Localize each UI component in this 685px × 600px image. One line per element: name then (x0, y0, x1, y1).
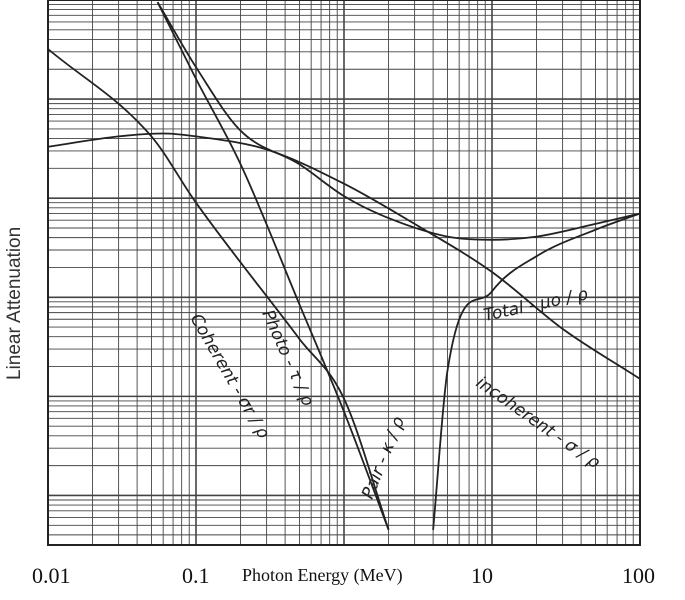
plot-frame (47, 0, 641, 546)
series-lines (47, 1, 641, 531)
series-line-total (156, 1, 641, 241)
series-line-pair (432, 212, 641, 530)
series-line-photo (156, 1, 390, 531)
x-tick-0.1: 0.1 (182, 563, 210, 588)
series-line-coherent (47, 48, 390, 531)
x-axis-label: Photon Energy (MeV) (242, 565, 403, 585)
x-tick-0.01: 0.01 (32, 563, 71, 588)
y-axis-label: Linear Attenuation (4, 226, 25, 380)
x-tick-10: 10 (471, 563, 493, 588)
grid (48, 0, 640, 545)
series-line-incoherent (47, 132, 641, 380)
series-label-coherent: Coherent - σr / ρ (186, 311, 274, 443)
x-tick-100: 100 (622, 563, 655, 588)
